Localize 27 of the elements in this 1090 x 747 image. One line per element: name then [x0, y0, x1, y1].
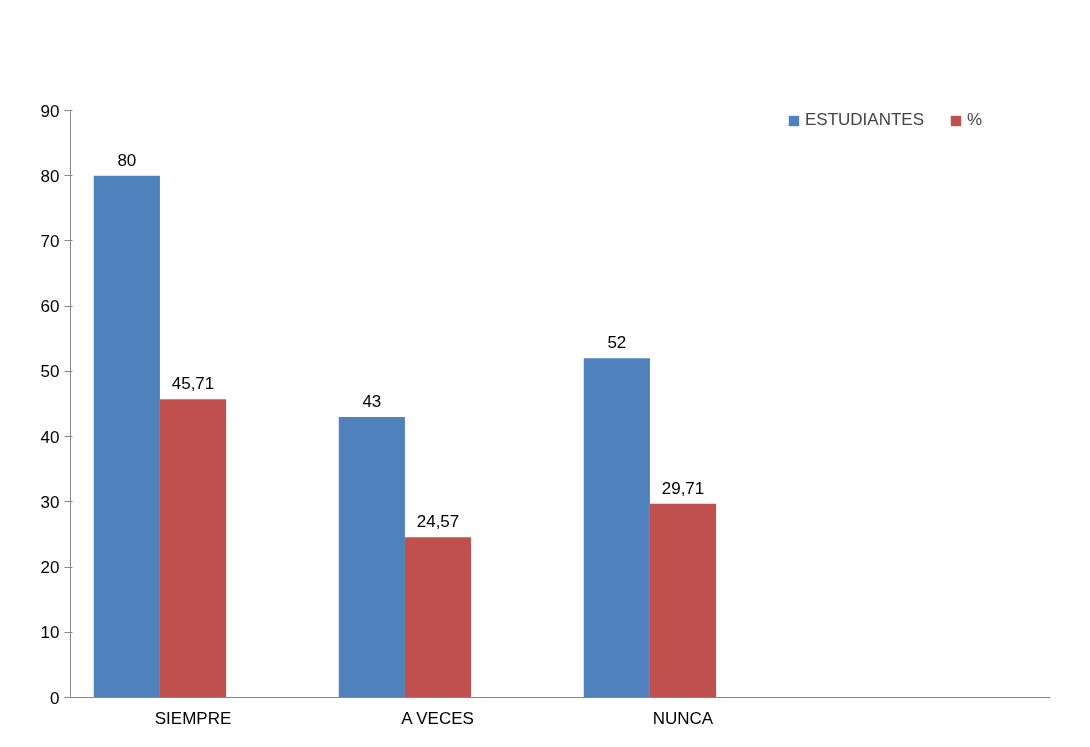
- data-label: 29,71: [661, 478, 705, 498]
- y-tick-label: 40: [40, 427, 60, 447]
- data-label: 80: [117, 150, 137, 170]
- bar: [93, 175, 160, 698]
- bar: [159, 399, 227, 698]
- bar: [338, 417, 405, 698]
- data-label: 45,71: [171, 374, 215, 394]
- y-tick-label: 50: [40, 362, 60, 382]
- y-tick-label: 60: [40, 297, 60, 317]
- bar: [583, 358, 650, 698]
- y-tick-label: 30: [40, 492, 60, 512]
- legend-label: ESTUDIANTES: [804, 110, 924, 130]
- y-tick-label: 0: [50, 688, 60, 708]
- y-tick-label: 20: [40, 558, 60, 578]
- data-label: 24,57: [416, 512, 460, 532]
- x-tick-label: NUNCA: [652, 708, 714, 728]
- y-tick-label: 80: [40, 166, 60, 186]
- bar: [649, 503, 717, 698]
- legend-label: %: [967, 110, 984, 130]
- y-tick-label: 90: [40, 101, 60, 121]
- y-tick-label: 10: [40, 623, 60, 643]
- data-label: 43: [362, 392, 382, 412]
- bar: [404, 537, 472, 698]
- data-label: 52: [607, 333, 627, 353]
- x-tick-label: A VECES: [401, 708, 474, 728]
- x-tick-label: SIEMPRE: [154, 708, 232, 728]
- y-tick-label: 70: [40, 231, 60, 251]
